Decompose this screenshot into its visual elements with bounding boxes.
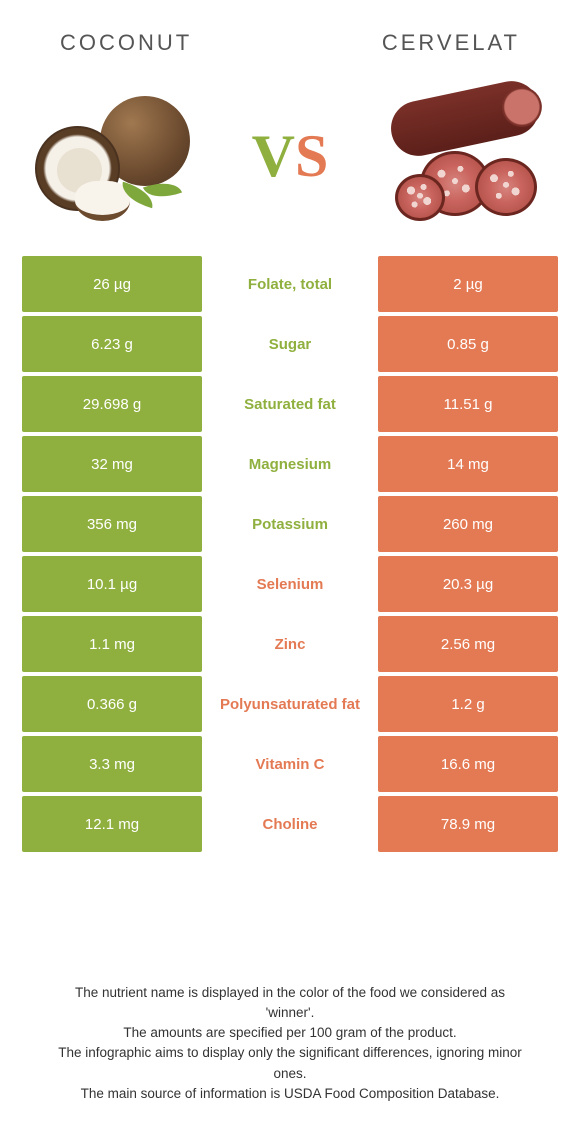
header: COCONUT CERVELAT bbox=[0, 0, 580, 66]
right-value: 2 µg bbox=[378, 256, 558, 312]
vs-v: V bbox=[252, 123, 295, 189]
table-row: 12.1 mgCholine78.9 mg bbox=[22, 796, 558, 852]
table-row: 1.1 mgZinc2.56 mg bbox=[22, 616, 558, 672]
footer-line: The nutrient name is displayed in the co… bbox=[55, 983, 525, 1024]
nutrient-label: Magnesium bbox=[202, 436, 378, 492]
nutrient-label: Vitamin C bbox=[202, 736, 378, 792]
table-row: 10.1 µgSelenium20.3 µg bbox=[22, 556, 558, 612]
table-row: 26 µgFolate, total2 µg bbox=[22, 256, 558, 312]
nutrient-label: Zinc bbox=[202, 616, 378, 672]
footer-line: The infographic aims to display only the… bbox=[55, 1043, 525, 1084]
vs-label: VS bbox=[252, 122, 329, 191]
left-value: 3.3 mg bbox=[22, 736, 202, 792]
table-row: 0.366 gPolyunsaturated fat1.2 g bbox=[22, 676, 558, 732]
table-row: 32 mgMagnesium14 mg bbox=[22, 436, 558, 492]
left-value: 356 mg bbox=[22, 496, 202, 552]
left-value: 0.366 g bbox=[22, 676, 202, 732]
images-row: VS bbox=[0, 66, 580, 256]
vs-s: S bbox=[295, 123, 328, 189]
title-left: COCONUT bbox=[60, 30, 192, 56]
title-right: CERVELAT bbox=[382, 30, 520, 56]
footer-line: The amounts are specified per 100 gram o… bbox=[55, 1023, 525, 1043]
table-row: 3.3 mgVitamin C16.6 mg bbox=[22, 736, 558, 792]
nutrient-label: Choline bbox=[202, 796, 378, 852]
nutrient-label: Saturated fat bbox=[202, 376, 378, 432]
nutrient-label: Selenium bbox=[202, 556, 378, 612]
right-value: 2.56 mg bbox=[378, 616, 558, 672]
nutrient-label: Polyunsaturated fat bbox=[202, 676, 378, 732]
left-value: 6.23 g bbox=[22, 316, 202, 372]
cervelat-image bbox=[380, 86, 550, 226]
right-value: 20.3 µg bbox=[378, 556, 558, 612]
footer-line: The main source of information is USDA F… bbox=[55, 1084, 525, 1104]
left-value: 10.1 µg bbox=[22, 556, 202, 612]
left-value: 12.1 mg bbox=[22, 796, 202, 852]
right-value: 1.2 g bbox=[378, 676, 558, 732]
nutrient-label: Sugar bbox=[202, 316, 378, 372]
nutrient-label: Folate, total bbox=[202, 256, 378, 312]
table-row: 356 mgPotassium260 mg bbox=[22, 496, 558, 552]
comparison-table: 26 µgFolate, total2 µg6.23 gSugar0.85 g2… bbox=[22, 256, 558, 852]
left-value: 26 µg bbox=[22, 256, 202, 312]
right-value: 16.6 mg bbox=[378, 736, 558, 792]
left-value: 1.1 mg bbox=[22, 616, 202, 672]
right-value: 260 mg bbox=[378, 496, 558, 552]
table-row: 6.23 gSugar0.85 g bbox=[22, 316, 558, 372]
right-value: 78.9 mg bbox=[378, 796, 558, 852]
left-value: 29.698 g bbox=[22, 376, 202, 432]
right-value: 0.85 g bbox=[378, 316, 558, 372]
left-value: 32 mg bbox=[22, 436, 202, 492]
coconut-image bbox=[30, 86, 200, 226]
right-value: 14 mg bbox=[378, 436, 558, 492]
nutrient-label: Potassium bbox=[202, 496, 378, 552]
table-row: 29.698 gSaturated fat11.51 g bbox=[22, 376, 558, 432]
footer-notes: The nutrient name is displayed in the co… bbox=[0, 983, 580, 1105]
right-value: 11.51 g bbox=[378, 376, 558, 432]
